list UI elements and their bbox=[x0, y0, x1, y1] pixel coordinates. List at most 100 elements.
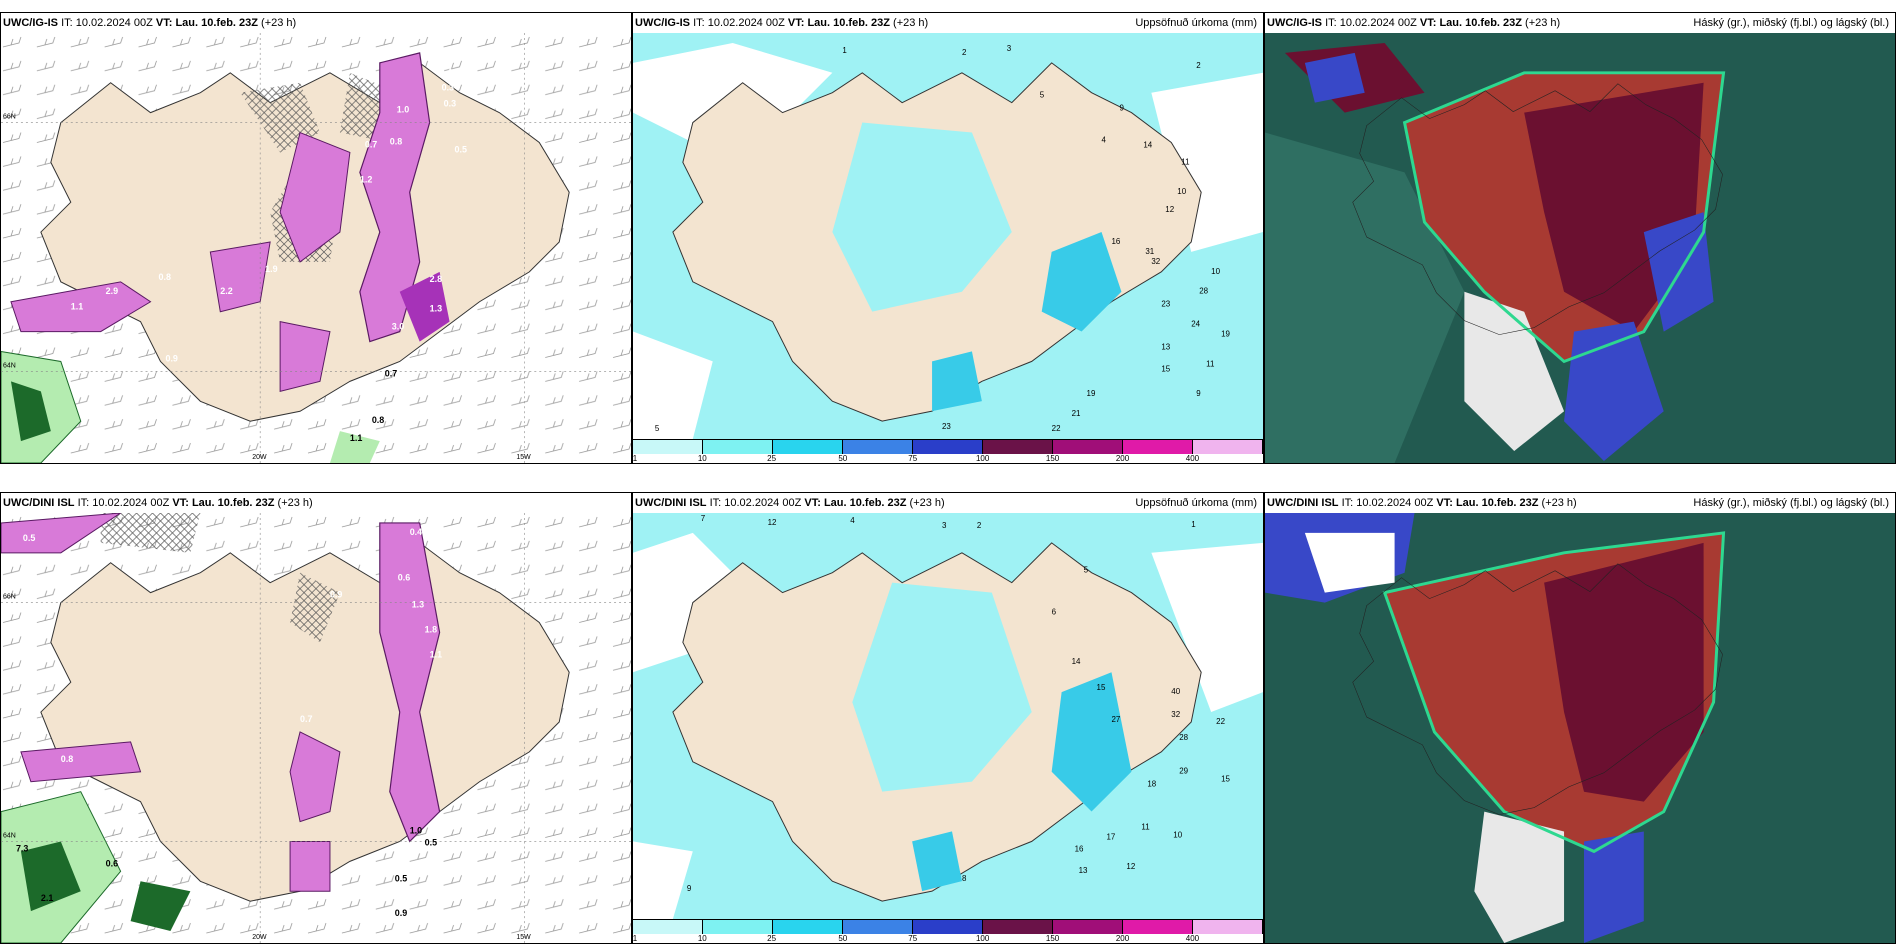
colorbar-label: 200 bbox=[1115, 934, 1130, 943]
colorbar-label: 1 bbox=[632, 934, 638, 943]
accum-value: 9 bbox=[1119, 104, 1124, 113]
init-time: 10.02.2024 00Z bbox=[1339, 17, 1417, 29]
it-label: IT: bbox=[709, 497, 722, 509]
lat-label-66: 66N bbox=[3, 114, 16, 121]
model-name: UWC/IG-IS bbox=[1267, 17, 1322, 29]
accum-value: 23 bbox=[942, 422, 951, 431]
precip-value: 0.8 bbox=[372, 415, 384, 425]
precip-colorbar: 1 10 25 50 75 100 150 200 400 bbox=[633, 439, 1263, 463]
accum-value-labels: 7 12 4 3 2 1 6 5 14 15 27 40 22 32 28 29… bbox=[687, 514, 1231, 893]
accum-value: 40 bbox=[1171, 687, 1180, 696]
precip-value: 0.9 bbox=[165, 353, 177, 363]
lead-time: (+23 h) bbox=[909, 497, 945, 509]
colorbar-cell bbox=[843, 440, 913, 454]
precip-colorbar: 1 10 25 50 75 100 150 200 400 bbox=[633, 919, 1263, 943]
accum-value: 10 bbox=[1177, 187, 1186, 196]
accum-value: 2 bbox=[1196, 61, 1201, 70]
precip-value: 1.0 bbox=[397, 105, 409, 115]
precip-value: 1.1 bbox=[71, 302, 83, 312]
panel-header: UWC/DINI ISL IT: 10.02.2024 00Z VT: Lau.… bbox=[1, 493, 631, 513]
accum-value: 1 bbox=[1191, 520, 1196, 529]
precip-value: 1.1 bbox=[430, 649, 442, 659]
precip-value: 0.5 bbox=[425, 837, 437, 847]
panel-title: Háský (gr.), miðský (fj.bl.) og lágský (… bbox=[1693, 17, 1889, 29]
colorbar-cell bbox=[983, 440, 1053, 454]
panel-title: Háský (gr.), miðský (fj.bl.) og lágský (… bbox=[1693, 497, 1889, 509]
model-name: UWC/DINI ISL bbox=[1267, 497, 1339, 509]
lat-label-64: 64N bbox=[3, 362, 16, 369]
colorbar-labels: 1 10 25 50 75 100 150 200 400 bbox=[632, 934, 1263, 943]
vt-label: VT: bbox=[172, 497, 189, 509]
colorbar-cell bbox=[1193, 920, 1263, 934]
precip-value: 2.2 bbox=[220, 286, 232, 296]
colorbar-label: 400 bbox=[1185, 454, 1200, 463]
accum-value: 21 bbox=[1072, 409, 1081, 418]
accum-precip-map: 7 12 4 3 2 1 6 5 14 15 27 40 22 32 28 29… bbox=[633, 513, 1263, 919]
vt-label: VT: bbox=[787, 17, 805, 29]
accum-value: 4 bbox=[850, 516, 855, 525]
colorbar-label: 100 bbox=[975, 934, 990, 943]
accum-value: 2 bbox=[962, 48, 967, 57]
colorbar-cells bbox=[633, 439, 1263, 454]
map-panel-clouds-ig: UWC/IG-IS IT: 10.02.2024 00Z VT: Lau. 10… bbox=[1264, 12, 1896, 464]
accum-value: 15 bbox=[1161, 364, 1170, 373]
heavy-precip-east bbox=[1041, 232, 1122, 332]
colorbar-label: 10 bbox=[697, 454, 707, 463]
lon-label-20w: 20W bbox=[252, 454, 267, 461]
lead-time: (+23 h) bbox=[1525, 17, 1561, 29]
accum-value: 9 bbox=[687, 884, 692, 893]
accum-value: 16 bbox=[1075, 844, 1084, 853]
valid-time: Lau. 10.feb. 23Z bbox=[175, 17, 258, 29]
lat-label-64: 64N bbox=[3, 832, 16, 839]
precip-value: 0.7 bbox=[385, 368, 397, 378]
accum-value: 1 bbox=[842, 46, 847, 55]
model-name: UWC/DINI ISL bbox=[635, 497, 707, 509]
colorbar-cell bbox=[633, 440, 703, 454]
accum-value: 22 bbox=[1216, 717, 1225, 726]
lead-time: (+23 h) bbox=[1541, 497, 1577, 509]
panel-title: Uppsöfnuð úrkoma (mm) bbox=[1135, 17, 1257, 29]
map-panel-precip-wind-ig: UWC/IG-IS IT: 10.02.2024 00Z VT: Lau. 10… bbox=[0, 12, 632, 464]
colorbar-cell bbox=[633, 920, 703, 934]
colorbar-cell bbox=[1123, 440, 1193, 454]
accum-value: 12 bbox=[768, 518, 777, 527]
clouds-map bbox=[1265, 33, 1895, 463]
accum-value: 28 bbox=[1179, 733, 1188, 742]
colorbar-labels: 1 10 25 50 75 100 150 200 400 bbox=[633, 454, 1263, 463]
accum-value: 31 bbox=[1145, 247, 1154, 256]
precip-value: 1.3 bbox=[430, 304, 442, 314]
colorbar-cell bbox=[773, 440, 843, 454]
vt-label: VT: bbox=[1419, 17, 1437, 29]
accum-value: 17 bbox=[1106, 832, 1115, 841]
colorbar-label: 25 bbox=[767, 454, 777, 463]
precip-value: 3.0 bbox=[392, 322, 404, 332]
accum-value: 18 bbox=[1147, 780, 1156, 789]
lon-label-15w: 15W bbox=[516, 934, 531, 941]
vt-label: VT: bbox=[1436, 497, 1453, 509]
map-panel-accum-precip-ig: UWC/IG-IS IT: 10.02.2024 00Z VT: Lau. 10… bbox=[632, 12, 1264, 464]
accum-value: 11 bbox=[1181, 157, 1190, 166]
lon-label-15w: 15W bbox=[516, 454, 531, 461]
precip-value: 0.7 bbox=[365, 139, 377, 149]
accum-value: 5 bbox=[1084, 566, 1089, 575]
precip-value: 0.4 bbox=[410, 527, 422, 537]
vt-label: VT: bbox=[155, 17, 173, 29]
lat-label-66: 66N bbox=[3, 594, 16, 601]
colorbar-cell bbox=[1053, 440, 1123, 454]
accum-value: 3 bbox=[1007, 44, 1012, 53]
accum-value-labels: 1 2 3 2 5 9 4 14 11 10 12 16 31 32 10 28… bbox=[655, 44, 1231, 433]
it-label: IT: bbox=[1325, 17, 1337, 29]
precip-value: 0.9 bbox=[395, 908, 407, 918]
colorbar-label: 150 bbox=[1045, 934, 1060, 943]
colorbar-cell bbox=[773, 920, 843, 934]
precip-value: 1.3 bbox=[412, 600, 424, 610]
valid-time: Lau. 10.feb. 23Z bbox=[807, 17, 890, 29]
accum-value: 16 bbox=[1111, 237, 1120, 246]
colorbar-label: 150 bbox=[1045, 454, 1060, 463]
init-time: 10.02.2024 00Z bbox=[75, 17, 153, 29]
accum-value: 14 bbox=[1143, 140, 1152, 149]
panel-header: UWC/DINI ISL IT: 10.02.2024 00Z VT: Lau.… bbox=[1265, 493, 1895, 513]
accum-value: 6 bbox=[1052, 608, 1057, 617]
precip-value: 1.1 bbox=[350, 433, 362, 443]
mid-cloud-edge bbox=[1402, 71, 1726, 364]
